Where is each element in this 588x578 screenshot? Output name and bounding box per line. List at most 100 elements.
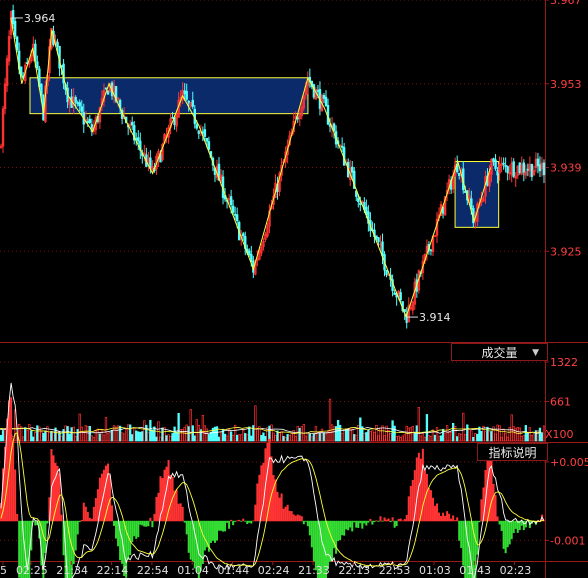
volume-bar — [205, 428, 209, 442]
volume-bar — [264, 436, 267, 442]
candle-body — [502, 162, 505, 165]
volume-bar — [397, 435, 400, 442]
volume-bar — [411, 425, 414, 442]
volume-bar — [84, 425, 87, 442]
macd-histogram-bar — [40, 520, 43, 566]
volume-bar — [496, 424, 499, 442]
macd-histogram-bar — [476, 520, 479, 555]
candle-body — [458, 172, 461, 176]
volume-bar — [320, 428, 324, 442]
volume-bar — [122, 433, 126, 442]
macd-histogram-bar — [387, 518, 390, 522]
volume-bar — [304, 435, 307, 442]
macd-histogram-bar — [440, 516, 443, 522]
macd-histogram-bar — [369, 518, 372, 522]
volume-bar — [193, 435, 196, 442]
volume-bar — [112, 425, 116, 442]
volume-bar — [272, 432, 275, 442]
indicator-help-button[interactable]: 指标说明 — [477, 443, 548, 461]
volume-bar — [270, 424, 273, 442]
price-tick-label: 3.953 — [550, 78, 582, 91]
candle-body — [536, 158, 540, 167]
macd-histogram-bar — [484, 470, 487, 522]
volume-bar — [542, 425, 546, 442]
time-tick-label: 02:23 — [500, 564, 532, 577]
volume-bar — [437, 435, 441, 442]
macd-histogram-bar — [266, 443, 269, 522]
candle-body — [268, 210, 271, 227]
volume-ma-line — [0, 426, 542, 435]
volume-bar — [246, 434, 249, 442]
macd-histogram-bar — [98, 477, 101, 522]
volume-bar — [340, 432, 344, 442]
volume-bar — [240, 434, 243, 442]
candle-body — [443, 196, 447, 216]
candle-body — [512, 161, 515, 177]
volume-bar — [254, 405, 257, 442]
macd-histogram-bar — [399, 518, 402, 522]
macd-histogram-bar — [458, 520, 461, 541]
candle-body — [30, 55, 33, 62]
macd-histogram-bar — [413, 470, 416, 522]
macd-histogram-bar — [66, 520, 69, 578]
candle-body — [407, 305, 410, 323]
volume-bar — [209, 431, 213, 442]
macd-histogram-bar — [292, 514, 295, 522]
volume-bar — [96, 428, 100, 442]
macd-histogram-bar — [137, 520, 140, 538]
volume-bar — [282, 436, 285, 442]
volume-bar — [133, 427, 136, 442]
volume-selector[interactable]: 成交量 ▼ — [451, 343, 548, 361]
macd-histogram-bar — [26, 520, 29, 578]
volume-bar — [421, 433, 425, 442]
volume-bar — [155, 436, 158, 442]
macd-histogram-bar — [472, 520, 475, 578]
macd-histogram-bar — [254, 504, 257, 522]
macd-histogram-bar — [100, 473, 103, 522]
volume-bar — [234, 424, 237, 442]
candle-body — [114, 86, 118, 102]
price-tick-label: 3.939 — [550, 162, 582, 175]
volume-bar — [38, 426, 41, 442]
volume-bar — [213, 426, 217, 442]
time-tick-label: 22:53 — [379, 564, 411, 577]
volume-bar — [284, 436, 287, 442]
macd-histogram-bar — [460, 520, 463, 549]
volume-bar — [347, 428, 350, 442]
macd-histogram-bar — [448, 513, 451, 522]
candle-body — [24, 64, 27, 82]
volume-bar — [110, 429, 114, 442]
candle-body — [112, 85, 116, 97]
macd-histogram-bar — [322, 520, 325, 578]
volume-bar — [452, 423, 455, 442]
volume-bar — [278, 432, 281, 442]
macd-histogram-bar — [401, 520, 404, 522]
volume-bar — [423, 436, 427, 442]
macd-histogram-bar — [52, 455, 55, 522]
macd-histogram-bar — [211, 520, 214, 541]
volume-bar — [276, 430, 279, 442]
volume-bar — [248, 426, 251, 442]
macd-histogram-bar — [199, 520, 202, 571]
volume-bar — [357, 425, 360, 442]
macd-histogram-bar — [179, 503, 182, 522]
volume-bar — [80, 426, 83, 442]
volume-bar — [518, 427, 521, 442]
volume-bar — [316, 432, 320, 442]
volume-bar — [86, 426, 89, 442]
macd-histogram-bar — [302, 520, 305, 525]
candle-body — [258, 249, 261, 260]
volume-bar — [62, 429, 65, 442]
volume-bar — [120, 432, 124, 442]
macd-histogram-bar — [389, 520, 392, 523]
volume-bar — [26, 429, 29, 442]
macd-histogram-bar — [201, 520, 204, 564]
candle-body — [322, 95, 326, 99]
macd-histogram-bar — [331, 520, 334, 561]
candle-body — [0, 145, 3, 148]
candle-body — [284, 151, 287, 163]
macd-histogram-bar — [462, 520, 465, 566]
macd-histogram-bar — [496, 516, 499, 522]
time-tick-label: 22:54 — [137, 564, 169, 577]
volume-bar — [308, 433, 312, 442]
